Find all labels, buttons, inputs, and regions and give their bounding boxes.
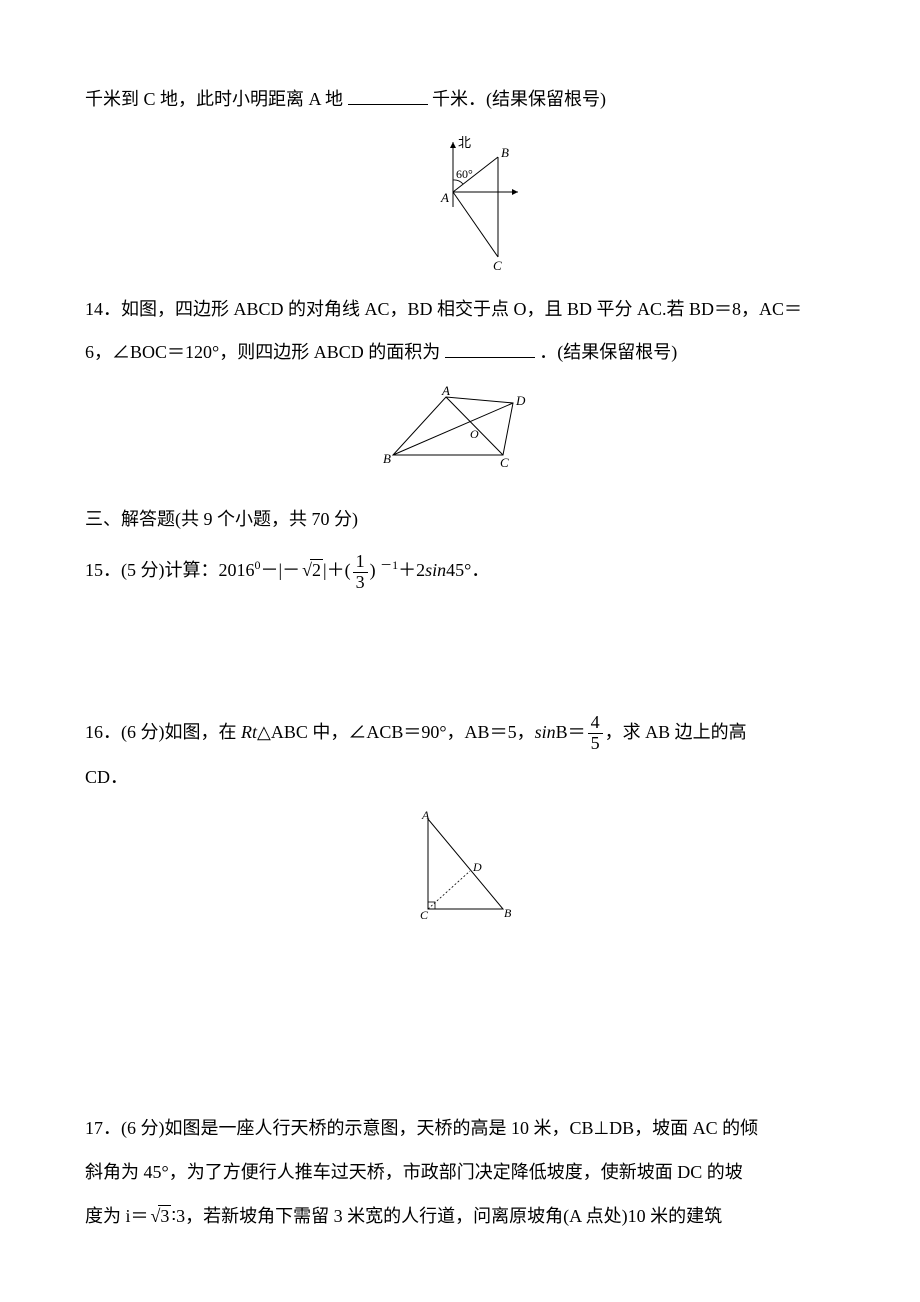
section3-text: 三、解答题(共 9 个小题，共 70 分) <box>85 509 358 529</box>
q16-line1: 16．(6 分)如图，在 Rt△ABC 中，∠ACB＝90°，AB＝5，sinB… <box>85 713 840 754</box>
q17-num: 17． <box>85 1118 121 1138</box>
q16-sin: sin <box>535 722 556 742</box>
q16-frac-num: 4 <box>588 713 603 734</box>
q16-rt: Rt <box>241 722 257 742</box>
q17-line3: 度为 i＝ 3∶3，若新坡角下需留 3 米宽的人行道，问离原坡角(A 点处)10 … <box>85 1197 840 1237</box>
q14-line2-a: 6，∠BOC＝120°，则四边形 ABCD 的面积为 <box>85 342 440 362</box>
fig14-A: A <box>441 385 450 398</box>
q17-line2-text: 斜角为 45°，为了方便行人推车过天桥，市政部门决定降低坡度，使新坡面 DC 的… <box>85 1162 743 1182</box>
q16-line1-d: ，求 AB 边上的高 <box>605 722 747 742</box>
q17-sqrt: 3 <box>149 1197 172 1237</box>
q14-line2-b: ．(结果保留根号) <box>539 342 677 362</box>
q17-line1: 17．(6 分)如图是一座人行天桥的示意图，天桥的高是 10 米，CB⊥DB，坡… <box>85 1109 840 1149</box>
q13-text-a: 千米到 C 地，此时小明距离 A 地 <box>85 89 343 109</box>
q16-frac-den: 5 <box>588 734 603 754</box>
q17-line2: 斜角为 45°，为了方便行人推车过天桥，市政部门决定降低坡度，使新坡面 DC 的… <box>85 1153 840 1193</box>
fig14-svg: A D B C O <box>378 385 548 470</box>
fig14-O: O <box>470 427 479 441</box>
fig13-B: B <box>501 145 509 160</box>
q13-tail-line: 千米到 C 地，此时小明距离 A 地 千米．(结果保留根号) <box>85 80 840 120</box>
q15-sin: sin <box>425 560 446 580</box>
fig14-C: C <box>500 455 509 470</box>
q17-line3-a: 度为 i＝ <box>85 1206 149 1226</box>
q16-frac: 45 <box>588 713 603 754</box>
q13-blank <box>348 87 428 105</box>
q15-frac-den: 3 <box>353 573 368 593</box>
q16-line2-text: CD． <box>85 767 128 787</box>
fig16-svg: A C B D <box>408 809 518 929</box>
q15-frac-num: 1 <box>353 552 368 573</box>
q16-num: 16． <box>85 722 121 742</box>
fig13-A: A <box>440 190 449 205</box>
q14-blank <box>445 340 535 358</box>
q13-text-b: 千米．(结果保留根号) <box>432 89 606 109</box>
q15-mid-b: |＋( <box>323 560 351 580</box>
q15-prefix: (5 分)计算：2016 <box>121 560 255 580</box>
q15-frac: 13 <box>353 552 368 593</box>
section-3-heading: 三、解答题(共 9 个小题，共 70 分) <box>85 500 840 540</box>
q15-angle: 45°． <box>446 560 489 580</box>
q16-line1-a: (6 分)如图，在 <box>121 722 241 742</box>
q15-sup-neg1: －1 <box>380 558 398 572</box>
q17-line3-b: ∶3，若新坡角下需留 3 米宽的人行道，问离原坡角(A 点处)10 米的建筑 <box>171 1206 722 1226</box>
q15-mid-a: －|－ <box>261 560 301 580</box>
figure-16: A C B D <box>85 809 840 929</box>
fig16-A: A <box>421 809 430 822</box>
fig13-angle: 60° <box>456 167 473 181</box>
q14-line1-a: 如图，四边形 ABCD 的对角线 AC，BD 相交于点 O，且 BD 平分 AC… <box>121 299 802 319</box>
q15-sqrt: 2 <box>300 551 323 591</box>
figure-13: 北 B A C 60° <box>85 132 840 272</box>
q16-line1-b: △ABC 中，∠ACB＝90°，AB＝5， <box>257 722 535 742</box>
q17-sqrt-body: 3 <box>158 1205 171 1226</box>
fig16-D: D <box>472 860 482 874</box>
q15-mid-d: ＋2 <box>398 560 425 580</box>
fig16-B: B <box>504 906 512 920</box>
fig16-C: C <box>420 908 429 922</box>
figure-14: A D B C O <box>85 385 840 470</box>
q14-line2: 6，∠BOC＝120°，则四边形 ABCD 的面积为 ．(结果保留根号) <box>85 333 840 373</box>
q15-num: 15． <box>85 560 121 580</box>
fig13-svg: 北 B A C 60° <box>393 132 533 272</box>
q14-line1: 14．如图，四边形 ABCD 的对角线 AC，BD 相交于点 O，且 BD 平分… <box>85 290 840 330</box>
q16-line2: CD． <box>85 758 840 798</box>
q16-line1-c: B＝ <box>556 722 586 742</box>
q15-mid-c: ) <box>370 560 381 580</box>
q15-line: 15．(5 分)计算：20160－|－2|＋(13) －1＋2sin45°． <box>85 551 840 592</box>
fig14-D: D <box>515 393 526 408</box>
fig14-B: B <box>383 451 391 466</box>
q14-num: 14． <box>85 299 121 319</box>
fig13-north: 北 <box>458 135 471 150</box>
q17-line1-text: (6 分)如图是一座人行天桥的示意图，天桥的高是 10 米，CB⊥DB，坡面 A… <box>121 1118 758 1138</box>
q15-sqrt-body: 2 <box>310 559 323 580</box>
fig13-C: C <box>493 258 502 272</box>
